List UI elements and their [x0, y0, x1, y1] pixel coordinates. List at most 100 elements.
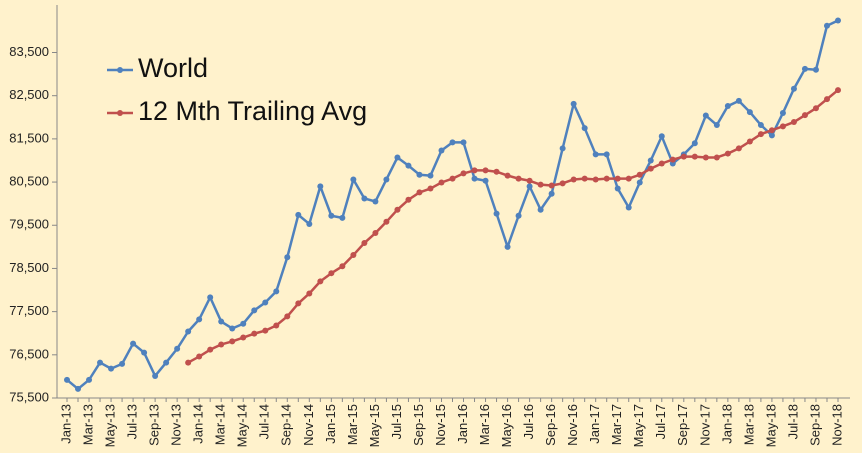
x-tick-label: Nov-15	[433, 404, 448, 446]
marker	[493, 168, 500, 175]
legend-marker	[117, 110, 123, 116]
marker	[427, 185, 434, 192]
marker	[570, 176, 577, 183]
marker	[768, 132, 775, 139]
marker	[768, 127, 775, 134]
marker	[581, 175, 588, 182]
legend-label: World	[138, 53, 208, 83]
marker	[361, 239, 368, 246]
x-tick-label: Mar-13	[80, 404, 95, 445]
legend: World 12 Mth Trailing Avg	[107, 53, 367, 126]
marker	[394, 206, 401, 213]
x-tick-label: Mar-14	[213, 404, 228, 445]
marker	[306, 290, 313, 297]
marker	[592, 151, 599, 158]
marker	[240, 334, 247, 341]
marker	[350, 176, 357, 183]
marker	[790, 119, 797, 126]
marker	[306, 220, 313, 227]
x-tick-label: Mar-18	[741, 404, 756, 445]
marker	[614, 185, 621, 192]
y-tick-label: 81,500	[9, 130, 49, 145]
marker	[273, 322, 280, 329]
marker	[97, 359, 104, 366]
marker	[64, 376, 70, 383]
marker	[691, 153, 698, 160]
marker	[405, 196, 412, 203]
plot-area	[64, 17, 841, 392]
x-tick-label: Jul-15	[389, 404, 404, 439]
x-tick-label: Jan-16	[455, 404, 470, 444]
marker	[713, 154, 720, 161]
marker	[581, 125, 588, 132]
y-tick-label: 75,500	[9, 389, 49, 404]
marker	[163, 359, 170, 366]
marker	[482, 167, 489, 174]
marker	[592, 176, 599, 183]
x-tick-label: Mar-15	[345, 404, 360, 445]
marker	[801, 65, 808, 72]
marker	[603, 175, 610, 182]
marker	[284, 313, 291, 320]
x-tick-label: May-13	[102, 404, 117, 447]
marker	[207, 346, 214, 353]
marker	[262, 327, 269, 334]
y-tick-label: 78,500	[9, 260, 49, 275]
marker	[372, 198, 379, 205]
x-tick-label: Jan-15	[323, 404, 338, 444]
marker	[471, 175, 478, 182]
legend-marker	[117, 67, 123, 73]
marker	[702, 154, 709, 161]
marker	[350, 252, 357, 259]
marker	[823, 96, 830, 103]
marker	[570, 100, 577, 107]
marker	[108, 365, 115, 372]
x-tick-label: May-14	[235, 404, 250, 447]
marker	[515, 212, 522, 219]
x-tick-label: Jan-14	[191, 404, 206, 444]
x-tick-label: Jan-18	[719, 404, 734, 444]
marker	[317, 278, 324, 285]
marker	[339, 214, 346, 221]
marker	[427, 172, 434, 179]
y-tick-label: 79,500	[9, 217, 49, 232]
marker	[713, 122, 720, 129]
x-tick-label: Jul-14	[257, 404, 272, 439]
marker	[757, 131, 764, 138]
marker	[526, 177, 533, 184]
x-tick-label: Jul-17	[653, 404, 668, 439]
marker	[823, 22, 830, 29]
marker	[130, 340, 137, 347]
marker	[438, 179, 445, 186]
marker	[295, 300, 302, 307]
marker	[383, 176, 390, 183]
marker	[504, 172, 511, 179]
marker	[460, 170, 467, 177]
marker	[240, 320, 247, 327]
marker	[746, 138, 753, 145]
marker	[405, 162, 412, 169]
marker	[559, 180, 566, 187]
x-tick-label: Nov-14	[301, 404, 316, 446]
marker	[526, 183, 533, 190]
y-tick-label: 76,500	[9, 346, 49, 361]
marker	[658, 133, 665, 140]
marker	[262, 299, 269, 306]
marker	[229, 325, 236, 332]
x-tick-label: May-16	[499, 404, 514, 447]
marker	[691, 140, 698, 147]
x-tick-label: Sep-16	[543, 404, 558, 446]
marker	[229, 338, 236, 345]
marker	[317, 183, 324, 190]
marker	[603, 151, 610, 158]
x-tick-label: Mar-16	[477, 404, 492, 445]
legend-label: 12 Mth Trailing Avg	[138, 96, 367, 126]
marker	[779, 109, 786, 116]
y-tick-label: 82,500	[9, 87, 49, 102]
x-tick-label: Sep-18	[807, 404, 822, 446]
x-tick-label: Sep-15	[411, 404, 426, 446]
marker	[504, 243, 511, 250]
marker	[812, 66, 819, 73]
marker	[493, 210, 500, 217]
marker	[185, 328, 192, 335]
